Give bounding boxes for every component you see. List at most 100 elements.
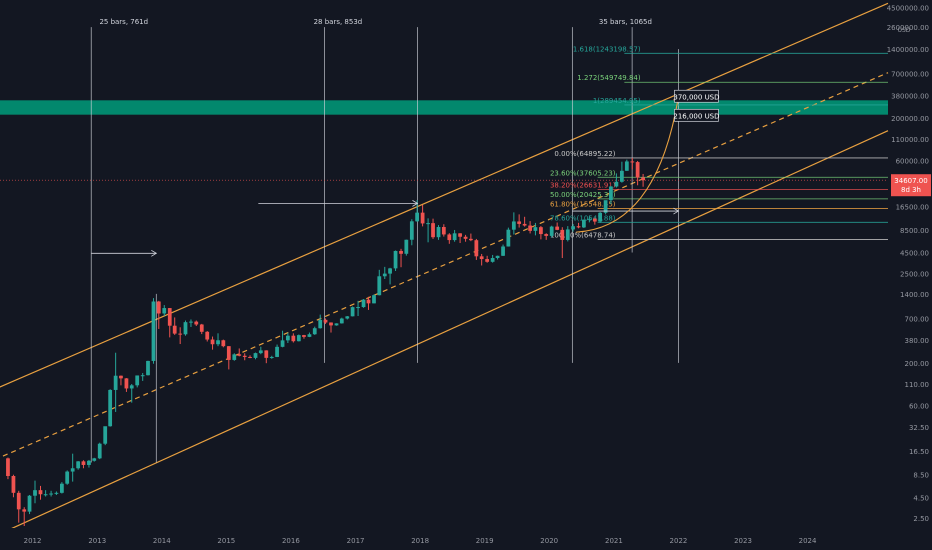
candle[interactable] [609,186,613,205]
candle[interactable] [129,384,134,403]
time-axis-panel[interactable] [0,528,932,550]
candle[interactable] [329,322,333,333]
candle[interactable] [33,480,37,504]
candle[interactable] [237,348,242,357]
candle[interactable] [269,355,274,359]
candle[interactable] [172,317,177,335]
candle[interactable] [458,233,462,244]
candle[interactable] [140,373,145,381]
channel-middle-line[interactable] [0,72,889,460]
candle[interactable] [474,238,479,260]
candle[interactable] [199,323,204,335]
candle[interactable] [576,222,581,229]
candle[interactable] [350,306,355,317]
candle[interactable] [248,355,252,359]
candle[interactable] [581,219,586,229]
candle[interactable] [555,222,560,231]
candle[interactable] [312,326,317,335]
candle[interactable] [630,157,635,170]
candle[interactable] [393,250,398,271]
candle[interactable] [528,221,532,234]
candle[interactable] [27,494,32,515]
candle[interactable] [275,344,279,358]
candle[interactable] [334,323,339,326]
candle[interactable] [506,227,511,247]
candle[interactable] [54,491,59,495]
candle[interactable] [92,457,97,462]
candle[interactable] [11,474,16,498]
candle[interactable] [533,222,538,236]
candle[interactable] [103,426,108,446]
candle[interactable] [189,319,193,327]
candle[interactable] [151,298,156,364]
candle[interactable] [156,300,161,329]
candle[interactable] [119,375,123,386]
candle[interactable] [296,334,301,342]
candle[interactable] [447,233,452,244]
candle[interactable] [479,253,484,266]
candle[interactable] [210,336,215,350]
candle[interactable] [291,333,296,343]
candle[interactable] [205,331,210,342]
candle[interactable] [65,470,70,485]
candle[interactable] [226,346,231,370]
candle[interactable] [592,217,597,225]
candle[interactable] [167,307,172,338]
candle[interactable] [135,375,140,388]
candle[interactable] [522,216,527,227]
candle[interactable] [388,267,392,285]
candle[interactable] [70,453,75,482]
candle[interactable] [97,442,102,460]
candle[interactable] [216,333,220,347]
candle[interactable] [372,294,376,304]
candle[interactable] [544,233,549,240]
candle[interactable] [162,305,167,316]
candle[interactable] [232,353,237,361]
candle[interactable] [565,226,570,242]
candle[interactable] [43,490,48,497]
candle[interactable] [490,254,495,263]
candle[interactable] [495,255,500,260]
channel-lower-line[interactable] [0,130,889,536]
candle[interactable] [221,339,226,348]
candle[interactable] [242,353,247,361]
candle[interactable] [635,160,640,186]
candle[interactable] [614,173,619,188]
candle[interactable] [258,346,263,355]
candle[interactable] [49,490,53,497]
candle[interactable] [426,218,430,243]
projection-curve[interactable] [576,96,680,233]
candle[interactable] [60,482,64,494]
candle[interactable] [87,459,91,468]
target-price-label[interactable]: 370,000 USD [673,89,720,103]
candle[interactable] [307,332,312,338]
candle[interactable] [431,218,435,239]
candle[interactable] [76,461,81,470]
candle[interactable] [38,485,43,500]
candle[interactable] [318,314,323,329]
candle[interactable] [264,350,269,364]
candle[interactable] [285,332,290,343]
candle[interactable] [441,224,446,237]
candle[interactable] [485,255,490,263]
candle[interactable] [571,223,575,232]
candle[interactable] [598,212,603,223]
candle[interactable] [366,296,371,310]
channel-upper-line[interactable] [0,2,889,389]
candle[interactable] [641,173,645,187]
candle[interactable] [511,212,516,235]
candle[interactable] [501,244,505,256]
candle[interactable] [178,327,183,345]
candle[interactable] [436,225,441,240]
candle[interactable] [409,219,414,246]
candle[interactable] [339,317,344,324]
candle[interactable] [539,225,543,240]
candle[interactable] [183,320,188,336]
candle[interactable] [452,229,457,242]
candle[interactable] [549,225,554,238]
price-axis-panel[interactable] [890,0,932,550]
candle[interactable] [302,334,306,339]
candle[interactable] [108,389,113,427]
